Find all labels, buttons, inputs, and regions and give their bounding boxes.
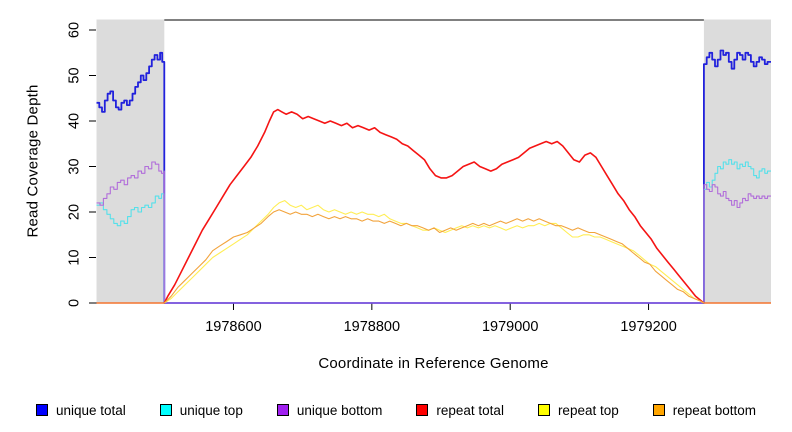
y-tick-label: 20 xyxy=(67,204,83,220)
x-tick-label: 1979200 xyxy=(620,319,676,335)
legend-item: unique total xyxy=(35,402,126,418)
y-axis-title: Read Coverage Depth xyxy=(24,84,42,238)
legend-item: unique bottom xyxy=(276,402,383,418)
legend: unique total unique top unique bottom repea… xyxy=(0,399,792,421)
legend-swatch xyxy=(537,404,550,416)
legend-item: repeat total xyxy=(416,403,504,418)
legend-item: unique top xyxy=(159,402,243,418)
legend-swatch xyxy=(416,404,429,416)
series-path-unique-top xyxy=(96,159,771,304)
series-path-unique-bottom xyxy=(96,161,771,304)
legend-swatch xyxy=(652,404,665,416)
legend-swatch xyxy=(276,404,289,416)
legend-label: unique top xyxy=(179,402,243,418)
y-tick-label: 60 xyxy=(67,22,83,38)
legend-label: repeat top xyxy=(557,402,619,418)
legend-swatch xyxy=(35,404,48,416)
series-path-repeat-total xyxy=(96,108,771,304)
legend-label: unique bottom xyxy=(296,402,383,418)
legend-label: unique total xyxy=(55,402,126,418)
y-tick-label: 0 xyxy=(67,299,83,307)
series-path-unique-total xyxy=(96,49,771,304)
x-tick-label: 1978800 xyxy=(344,319,400,335)
repeat-region-shade xyxy=(703,19,771,303)
legend-label: repeat bottom xyxy=(672,402,757,418)
x-tick-label: 1979000 xyxy=(482,319,538,335)
y-tick-label: 40 xyxy=(67,113,83,129)
x-tick-label: 1978600 xyxy=(205,319,261,335)
legend-item: repeat bottom xyxy=(652,402,757,418)
y-tick-label: 10 xyxy=(67,249,83,265)
y-tick-label: 30 xyxy=(67,158,83,174)
repeat-region-shade xyxy=(96,19,165,303)
series-path-repeat-top xyxy=(96,200,771,304)
legend-item: repeat top xyxy=(537,402,619,418)
x-axis-title: Coordinate in Reference Genome xyxy=(318,355,549,372)
y-tick-label: 50 xyxy=(67,67,83,83)
legend-swatch xyxy=(159,404,172,416)
series-path-repeat-bottom xyxy=(96,209,771,304)
legend-label: repeat total xyxy=(436,402,504,418)
